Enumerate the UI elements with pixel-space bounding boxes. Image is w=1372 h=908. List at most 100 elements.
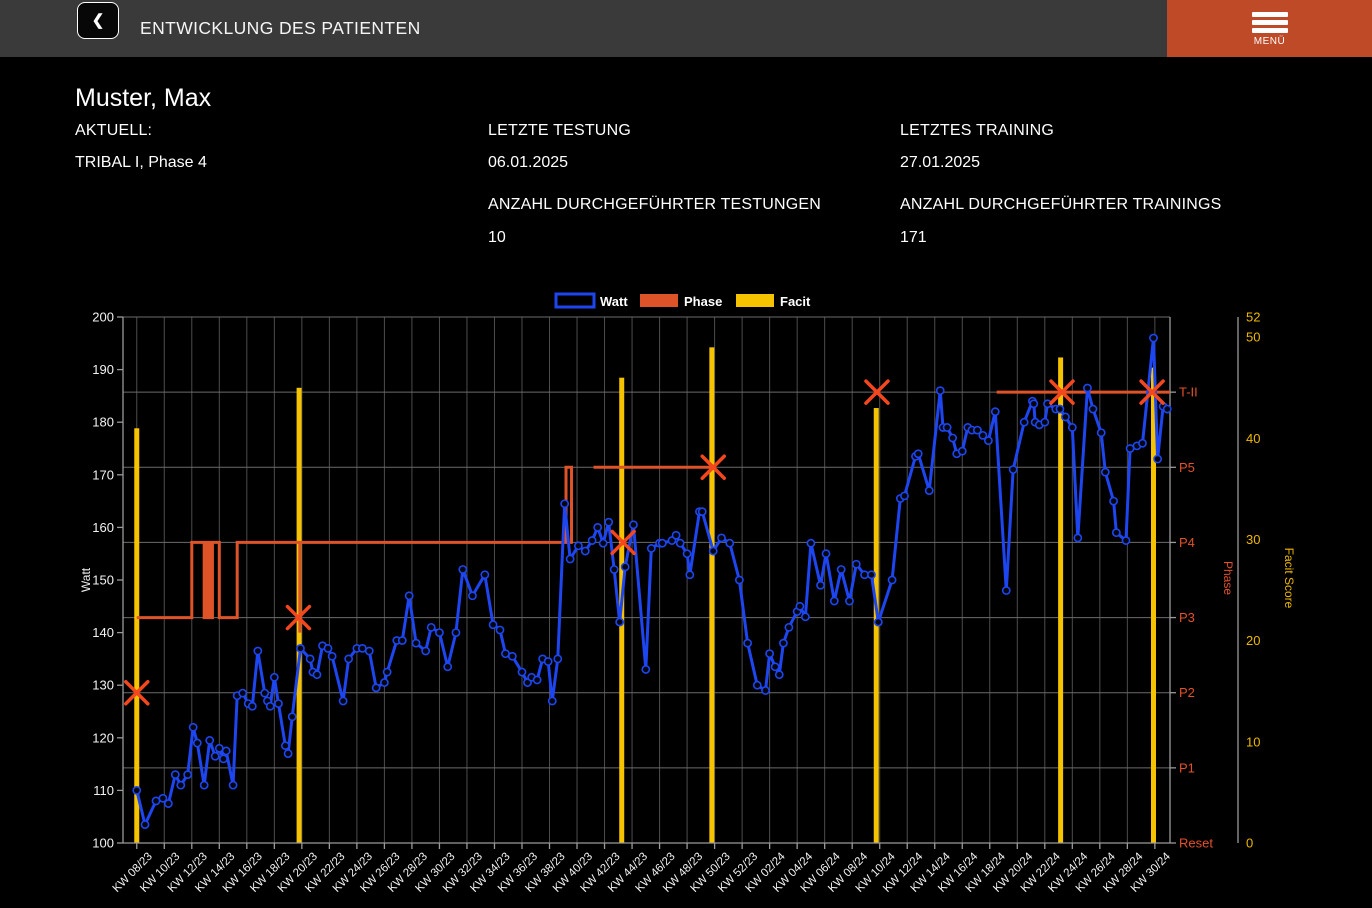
anzahl-trainings-label: ANZAHL DURCHGEFÜHRTER TRAININGS — [900, 196, 1222, 213]
chevron-left-icon: ❮ — [91, 12, 105, 29]
facit-tick-label: 50 — [1246, 330, 1260, 345]
phase-tick-label: P2 — [1179, 685, 1195, 700]
watt-point — [192, 738, 202, 748]
watt-point — [371, 683, 381, 693]
watt-point — [1073, 533, 1083, 543]
watt-point — [708, 546, 718, 556]
watt-tick-label: 150 — [92, 573, 114, 588]
watt-point — [260, 688, 270, 698]
watt-point — [697, 507, 707, 517]
watt-point — [170, 770, 180, 780]
watt-point — [761, 686, 770, 695]
test-x-marker — [1139, 379, 1165, 405]
test-x-marker — [285, 604, 312, 631]
page-title: ENTWICKLUNG DES PATIENTEN — [140, 18, 421, 38]
watt-point — [784, 622, 794, 632]
watt-point — [845, 596, 854, 606]
watt-point — [188, 722, 198, 732]
watt-tick-label: 180 — [92, 415, 114, 430]
watt-point — [983, 436, 993, 446]
watt-point — [305, 654, 315, 664]
watt-point — [913, 449, 923, 459]
facit-bar — [1150, 367, 1156, 843]
watt-point — [935, 386, 945, 396]
watt-point — [587, 536, 597, 545]
watt-point — [164, 799, 173, 808]
aktuell-label: AKTUELL: — [75, 122, 153, 139]
watt-point — [774, 670, 784, 680]
watt-point — [1121, 536, 1131, 545]
watt-point — [458, 565, 468, 574]
watt-point — [1055, 404, 1065, 414]
watt-point — [829, 596, 839, 606]
menu-button[interactable]: MENÜ — [1167, 0, 1372, 57]
watt-point — [553, 654, 563, 664]
watt-point — [675, 538, 685, 548]
watt-point — [734, 575, 744, 585]
letzte-testung-label: LETZTE TESTUNG — [488, 122, 631, 139]
watt-point — [560, 499, 570, 509]
watt-point — [265, 701, 275, 711]
watt-point — [752, 680, 762, 690]
watt-point — [397, 636, 407, 645]
anzahl-testungen-value: 10 — [488, 229, 506, 246]
watt-point — [770, 662, 780, 672]
watt-point — [532, 675, 542, 685]
phase-tick-label: P5 — [1179, 460, 1195, 475]
watt-point — [795, 601, 805, 611]
watt-point — [604, 517, 614, 527]
watt-point — [507, 651, 517, 661]
watt-point — [671, 530, 681, 540]
anzahl-testungen-label: ANZAHL DURCHGEFÜHRTER TESTUNGEN — [488, 196, 822, 213]
watt-point — [851, 559, 861, 569]
facit-tick-label: 0 — [1246, 836, 1253, 851]
legend-swatch-watt — [554, 292, 596, 309]
watt-point — [488, 620, 498, 630]
watt-point — [620, 562, 630, 572]
watt-point — [253, 646, 263, 656]
watt-point — [543, 657, 553, 666]
hamburger-icon — [1251, 12, 1288, 33]
watt-point — [1088, 404, 1098, 414]
legend-swatch — [736, 294, 774, 307]
watt-axis-title: Watt — [79, 567, 93, 592]
phase-tick-label: P3 — [1179, 610, 1195, 625]
watt-point — [641, 665, 651, 674]
watt-point — [183, 770, 193, 780]
watt-point — [867, 570, 876, 580]
watt-point — [287, 712, 297, 722]
watt-point — [821, 549, 831, 559]
menu-label: MENÜ — [1253, 36, 1286, 47]
facit-tick-label: 20 — [1246, 633, 1260, 648]
watt-tick-label: 110 — [93, 783, 114, 798]
watt-point — [1067, 423, 1077, 432]
phase-axis-title: Phase — [1221, 561, 1235, 595]
watt-point — [323, 643, 333, 653]
legend-swatch — [640, 294, 678, 307]
watt-point — [132, 786, 142, 795]
watt-point — [593, 523, 603, 532]
watt-point — [573, 541, 583, 551]
letztes-training-value: 27.01.2025 — [900, 154, 981, 171]
watt-point — [280, 741, 290, 751]
anzahl-trainings-value: 171 — [900, 229, 927, 246]
watt-tick-label: 200 — [92, 310, 114, 325]
watt-point — [1083, 383, 1092, 393]
watt-point — [801, 612, 810, 622]
watt-point — [580, 546, 590, 556]
watt-point — [411, 638, 421, 648]
facit-bar — [134, 428, 140, 843]
watt-point — [547, 696, 557, 706]
watt-point — [283, 749, 293, 758]
watt-point — [657, 538, 667, 548]
back-button[interactable]: ❮ — [77, 2, 119, 39]
watt-tick-label: 100 — [92, 836, 114, 851]
watt-point — [380, 678, 389, 687]
watt-point — [1100, 467, 1110, 477]
watt-point — [199, 780, 209, 790]
legend-label: Phase — [684, 294, 722, 309]
patient-name: Muster, Max — [75, 84, 212, 112]
watt-tick-label: 190 — [92, 362, 114, 377]
test-x-marker — [1049, 379, 1075, 405]
watt-point — [517, 667, 527, 677]
